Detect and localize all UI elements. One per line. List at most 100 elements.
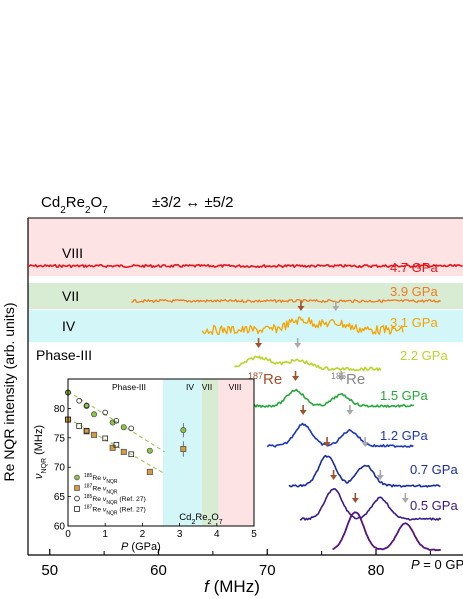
spectra-traces	[27, 263, 463, 552]
inset-legend-entry: 185Re νNQR (Ref. 27)	[84, 494, 146, 506]
inset-x-label: P (GPa)	[121, 541, 161, 553]
inset-point	[113, 417, 120, 424]
main-axes	[27, 217, 463, 556]
re185-label: 185Re	[331, 371, 365, 388]
inset-y-tick-label: 75	[54, 433, 66, 444]
inset-phase-label: IV	[186, 382, 194, 392]
series-label: 0.7 GPa	[410, 462, 458, 477]
inset-legend-entry: 187Re νNQR (Ref. 27)	[84, 505, 146, 517]
series-label: 0.5 GPa	[410, 498, 458, 513]
inset-x-tick-label: 3	[177, 529, 183, 540]
inset-point	[74, 495, 80, 502]
main-x-ticks: 50 60 70 80	[41, 549, 431, 579]
spectrum-trace	[131, 298, 441, 304]
spectrum-trace	[266, 422, 414, 448]
spectrum-trace	[332, 511, 441, 552]
inset-chart: 0 1 2 3 4 5 60 65 70 75 80 Phase-III IV VII VIII Cd2R…	[33, 378, 257, 553]
inset-point	[120, 424, 127, 431]
inset-fit-line	[67, 417, 165, 475]
inset-phase-label: VIII	[229, 382, 242, 392]
inset-x-tick-label: 2	[140, 529, 146, 540]
inset-point	[91, 411, 98, 418]
series-label: P = 0 GPa	[411, 557, 463, 572]
series-label: 3.1 GPa	[390, 315, 438, 330]
inset-point	[180, 427, 187, 434]
inset-phase-bands	[68, 379, 254, 526]
series-labels: 4.7 GPa 3.9 GPa 3.1 GPa 2.2 GPa 1.5 GPa 1.2 G…	[380, 260, 463, 572]
inset-ticks: 0 1 2 3 4 5 60 65 70 75 80	[54, 404, 257, 540]
inset-fit-line	[67, 390, 165, 453]
series-label: 1.5 GPa	[380, 388, 428, 403]
phase-label-viii: VIII	[62, 245, 83, 261]
inset-point	[102, 435, 109, 442]
compound-label: Cd2Re2O7	[41, 194, 108, 216]
inset-point	[109, 444, 116, 451]
inset-y-tick-label: 60	[54, 522, 66, 533]
inset-phase-band	[68, 379, 163, 526]
phase-label-iii: Phase-III	[36, 347, 92, 363]
series-label: 4.7 GPa	[390, 260, 438, 275]
peak-arrowhead	[330, 475, 338, 480]
x-axis-label: f (MHz)	[204, 577, 260, 596]
band-iv	[28, 310, 463, 342]
inset-point	[74, 474, 80, 481]
peak-arrowhead	[323, 442, 331, 447]
peak-arrowhead	[337, 376, 345, 381]
inset-phase-labels: Phase-III IV VII VIII	[112, 382, 241, 392]
inset-point	[74, 485, 80, 491]
inset-point	[146, 468, 153, 475]
inset-x-tick-label: 4	[214, 529, 220, 540]
peak-arrowhead	[376, 475, 384, 480]
inset-point	[128, 425, 135, 432]
inset-y-tick-label: 80	[54, 404, 66, 415]
inset-phase-band	[201, 379, 219, 526]
series-label: 3.9 GPa	[390, 284, 438, 299]
inset-point	[180, 445, 187, 452]
spectrum-trace	[299, 488, 442, 521]
inset-point	[91, 431, 98, 438]
series-label: 1.2 GPa	[380, 428, 428, 443]
main-x-tick-label: 70	[259, 562, 276, 579]
re187-label: 187Re	[248, 371, 282, 388]
spectrum-trace	[234, 355, 382, 372]
spectrum-trace	[27, 263, 463, 269]
phase-label-iv: IV	[62, 318, 76, 334]
peak-arrowhead	[255, 343, 263, 348]
peak-arrowhead	[351, 498, 359, 503]
peak-arrowhead	[401, 498, 409, 503]
peak-arrowhead	[361, 442, 369, 447]
inset-phase-label: Phase-III	[112, 382, 146, 392]
inset-x-tick-label: 0	[65, 529, 71, 540]
inset-point	[146, 447, 153, 454]
spectrum-trace	[201, 316, 404, 336]
inset-phase-band	[162, 379, 202, 526]
inset-point	[120, 448, 127, 455]
inset-point	[74, 506, 80, 512]
inset-point	[113, 442, 120, 448]
phase-label-vii: VII	[62, 288, 79, 304]
inset-phase-label: VII	[202, 382, 212, 392]
inset-point	[128, 451, 135, 458]
inset-compound-label: Cd2Re2O7	[179, 512, 223, 526]
y-axis-label: Re NQR intensity (arb. units)	[1, 303, 17, 482]
inset-legend-entry: 187Re νNQR	[84, 484, 118, 496]
peak-arrowhead	[332, 306, 340, 311]
inset-x-tick-label: 5	[251, 529, 257, 540]
main-x-tick-label: 50	[41, 562, 58, 579]
peak-arrowhead	[297, 306, 305, 311]
band-vii	[28, 283, 463, 309]
spectrum-trace	[288, 454, 441, 488]
inset-y-tick-label: 65	[54, 492, 66, 503]
inset-phase-band	[218, 379, 254, 526]
inset-point	[83, 402, 90, 409]
inset-legend-entry: 185Re νNQR	[84, 473, 118, 485]
inset-point	[83, 427, 90, 434]
main-x-tick-label: 80	[368, 562, 385, 579]
inset-point	[76, 397, 82, 404]
spectrum-trace	[245, 388, 414, 408]
inset-frame	[67, 378, 255, 527]
inset-x-tick-label: 1	[102, 529, 108, 540]
series-label: 2.2 GPa	[400, 348, 448, 363]
